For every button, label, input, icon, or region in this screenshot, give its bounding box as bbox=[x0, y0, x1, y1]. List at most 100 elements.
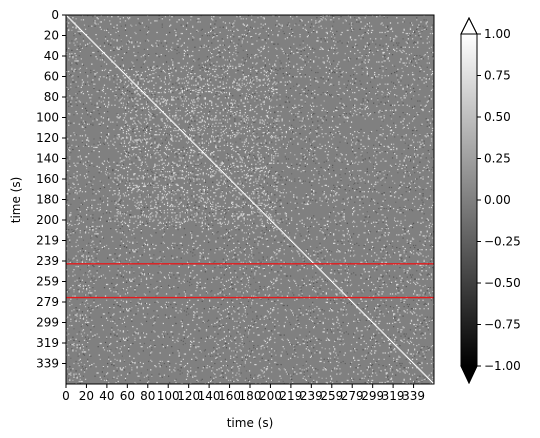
heatmap-cell bbox=[217, 139, 219, 141]
heatmap-cell bbox=[276, 179, 278, 181]
heatmap-cell bbox=[186, 111, 189, 114]
heatmap-cell bbox=[251, 86, 253, 88]
heatmap-cell bbox=[182, 155, 184, 157]
heatmap-cell bbox=[128, 147, 130, 150]
heatmap-cell bbox=[295, 132, 297, 134]
heatmap-cell bbox=[82, 64, 85, 66]
heatmap-cell bbox=[184, 130, 187, 133]
heatmap-cell bbox=[351, 134, 354, 136]
heatmap-cell bbox=[328, 145, 331, 147]
heatmap-cell bbox=[153, 95, 155, 97]
heatmap-cell bbox=[362, 115, 364, 117]
heatmap-cell bbox=[198, 58, 200, 60]
heatmap-cell bbox=[336, 47, 338, 49]
heatmap-cell bbox=[116, 39, 118, 41]
heatmap-cell bbox=[239, 157, 241, 159]
heatmap-cell bbox=[264, 65, 266, 67]
heatmap-cell bbox=[220, 179, 222, 181]
heatmap-cell bbox=[151, 68, 153, 71]
heatmap-cell bbox=[402, 102, 404, 104]
heatmap-cell bbox=[274, 119, 276, 121]
heatmap-cell bbox=[355, 180, 357, 182]
heatmap-cell bbox=[246, 157, 249, 159]
heatmap-cell bbox=[107, 28, 109, 30]
heatmap-cell bbox=[119, 157, 121, 159]
heatmap-cell bbox=[184, 96, 187, 98]
heatmap-cell bbox=[135, 104, 137, 106]
heatmap-cell bbox=[276, 25, 278, 27]
heatmap-cell bbox=[181, 90, 183, 93]
heatmap-cell bbox=[156, 100, 158, 102]
heatmap-cell bbox=[267, 83, 270, 85]
heatmap-cell bbox=[256, 91, 258, 94]
heatmap-cell bbox=[254, 172, 256, 174]
heatmap-cell bbox=[261, 169, 263, 172]
heatmap-cell bbox=[67, 157, 69, 159]
heatmap-cell bbox=[252, 66, 254, 68]
heatmap-cell bbox=[247, 169, 250, 172]
heatmap-cell bbox=[216, 109, 218, 112]
heatmap-cell bbox=[282, 77, 284, 79]
heatmap-cell bbox=[309, 143, 312, 145]
heatmap-cell bbox=[333, 60, 335, 62]
heatmap-cell bbox=[81, 113, 84, 115]
heatmap-cell bbox=[256, 70, 258, 73]
heatmap-cell bbox=[428, 98, 430, 100]
heatmap-cell bbox=[412, 134, 415, 136]
heatmap-cell bbox=[177, 84, 179, 86]
heatmap-cell bbox=[347, 117, 350, 119]
heatmap-cell bbox=[304, 102, 306, 104]
heatmap-cell bbox=[119, 18, 121, 20]
heatmap-cell bbox=[417, 164, 419, 166]
heatmap-cell bbox=[310, 148, 313, 151]
heatmap-cell bbox=[187, 71, 190, 74]
heatmap-cell bbox=[389, 109, 392, 112]
heatmap-cell bbox=[267, 59, 270, 61]
heatmap-cell bbox=[182, 67, 184, 69]
heatmap-cell bbox=[390, 118, 393, 120]
heatmap-cell bbox=[419, 77, 421, 79]
heatmap-cell bbox=[210, 79, 212, 81]
heatmap-cell bbox=[191, 127, 193, 130]
heatmap-cell bbox=[201, 178, 203, 180]
heatmap-cell bbox=[251, 173, 253, 175]
heatmap-cell bbox=[382, 70, 384, 73]
heatmap-cell bbox=[215, 103, 217, 105]
heatmap-cell bbox=[186, 82, 189, 84]
heatmap-cell bbox=[87, 15, 89, 17]
heatmap-cell bbox=[324, 144, 326, 146]
heatmap-cell bbox=[247, 29, 250, 32]
heatmap-cell bbox=[150, 116, 152, 118]
heatmap-cell bbox=[197, 91, 199, 94]
heatmap-cell bbox=[253, 83, 255, 85]
heatmap-cell bbox=[149, 111, 151, 114]
heatmap-cell bbox=[271, 41, 273, 43]
heatmap-cell bbox=[206, 133, 209, 135]
heatmap-cell bbox=[300, 111, 302, 114]
heatmap-cell bbox=[385, 67, 387, 69]
heatmap-cell bbox=[73, 81, 75, 83]
heatmap-cell bbox=[121, 45, 123, 47]
heatmap-cell bbox=[288, 61, 291, 63]
heatmap-cell bbox=[164, 55, 167, 57]
heatmap-cell bbox=[223, 126, 225, 128]
heatmap-cell bbox=[300, 76, 302, 78]
heatmap-cell bbox=[114, 104, 116, 106]
heatmap-cell bbox=[335, 107, 337, 110]
heatmap-cell bbox=[404, 166, 406, 169]
heatmap-cell bbox=[232, 143, 234, 145]
heatmap-cell bbox=[245, 119, 248, 121]
heatmap-cell bbox=[206, 68, 209, 71]
heatmap-cell bbox=[187, 120, 190, 122]
heatmap-cell bbox=[275, 83, 277, 85]
heatmap-cell bbox=[320, 38, 322, 40]
heatmap-cell bbox=[342, 114, 344, 116]
heatmap-cell bbox=[333, 39, 335, 41]
heatmap-cell bbox=[345, 71, 347, 74]
heatmap-cell bbox=[158, 15, 160, 17]
heatmap-cell bbox=[263, 123, 265, 125]
heatmap-cell bbox=[158, 134, 160, 136]
heatmap-cell bbox=[428, 41, 430, 43]
heatmap-cell bbox=[82, 120, 85, 122]
heatmap-cell bbox=[380, 143, 382, 145]
